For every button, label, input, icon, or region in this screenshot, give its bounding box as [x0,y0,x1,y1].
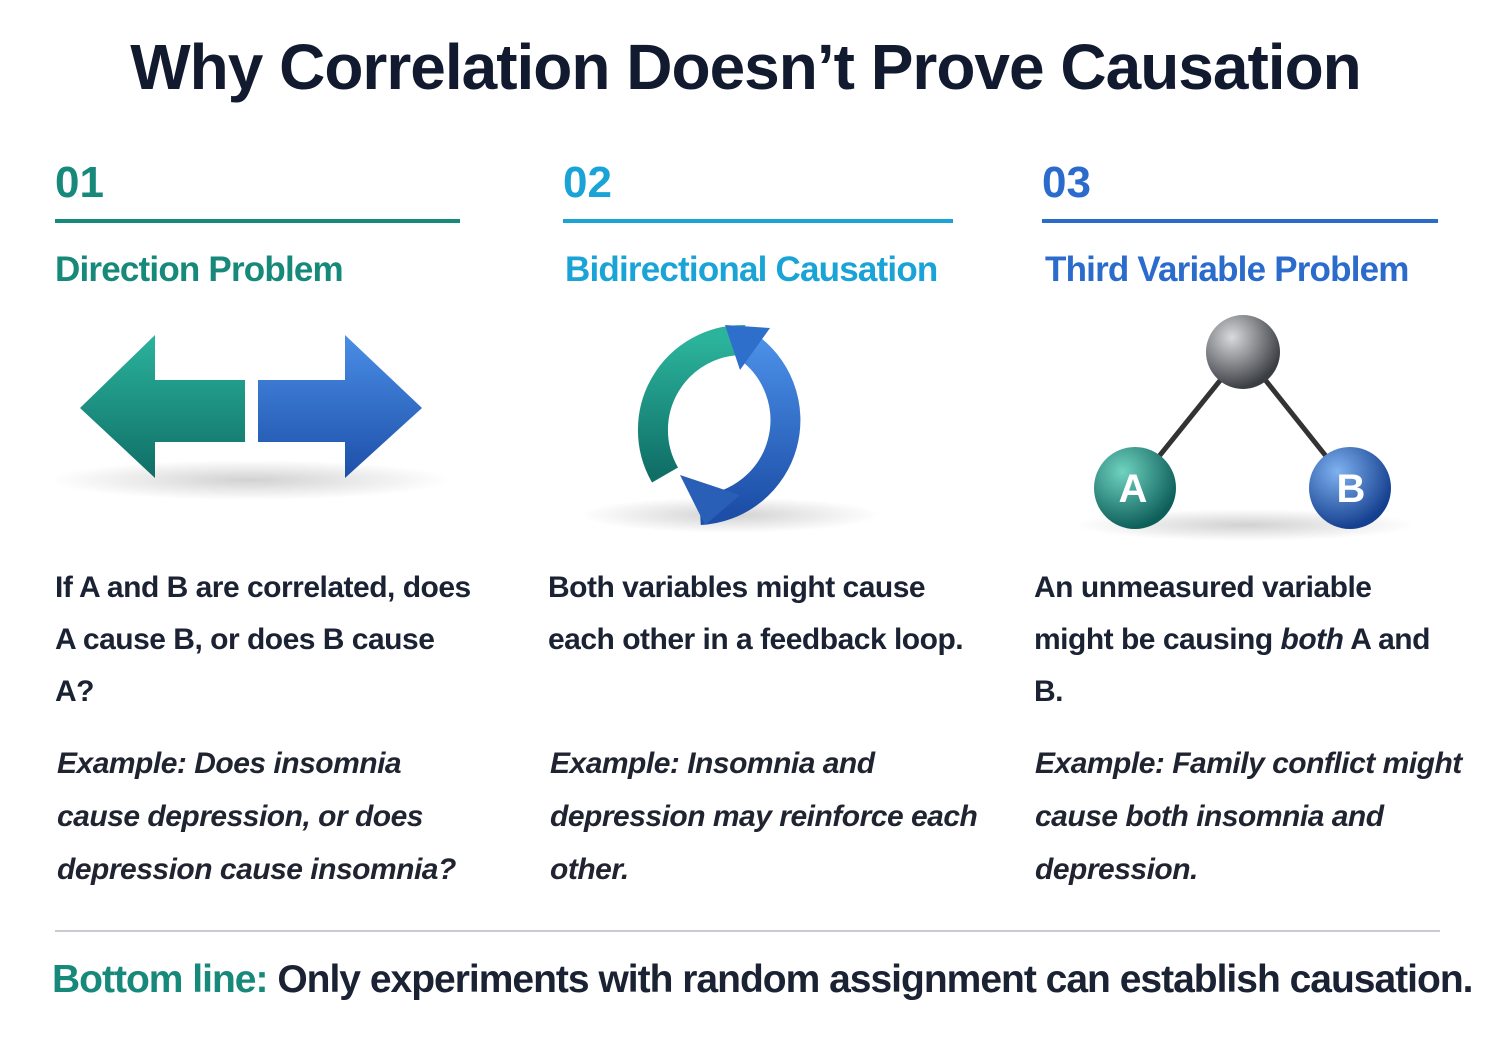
heading: Direction Problem [55,250,344,289]
body-emphasis: both [1280,623,1344,656]
body: An unmeasured variable might be causing … [1034,562,1454,718]
arrow-head [725,325,770,370]
arrow-right [258,335,422,478]
node [1206,315,1280,389]
shadow [50,460,450,500]
footer-text: Only experiments with random assignment … [277,958,1473,1001]
body-text: If A and B are correlated, does A cause … [55,571,471,708]
arrow-head [680,475,740,525]
arrow-left [80,335,245,478]
divider [55,930,1440,932]
rule [1042,219,1438,223]
footer-label: Bottom line: [52,958,268,1001]
example: Example: Insomnia and depression may rei… [550,747,978,886]
body-text: A and B. [1034,623,1430,708]
rule [563,219,953,223]
node [1094,447,1176,529]
loop-arc [637,324,746,483]
loop-arc [698,332,801,525]
footer: Bottom line: Only experiments with rando… [52,958,1474,1002]
rule [55,219,460,223]
heading: Third Variable Problem [1045,250,1409,289]
node-label: B [1337,467,1366,511]
body: Both variables might cause each other in… [548,562,968,666]
node [1309,447,1391,529]
number: 01 [55,158,104,207]
body: If A and B are correlated, does A cause … [55,562,475,718]
body-text: Both variables might cause each other in… [548,571,964,656]
node-label: A [1119,467,1148,511]
example: Example: Family conflict might cause bot… [1035,747,1462,886]
icons: A B [50,315,1415,541]
body-text: An unmeasured variable might be causing [1034,571,1372,656]
example: Example: Does insomnia cause depression,… [57,747,456,886]
number: 02 [563,158,612,207]
title: Why Correlation Doesn’t Prove Causation [130,31,1362,103]
heading: Bidirectional Causation [565,250,938,289]
number: 03 [1042,158,1091,207]
